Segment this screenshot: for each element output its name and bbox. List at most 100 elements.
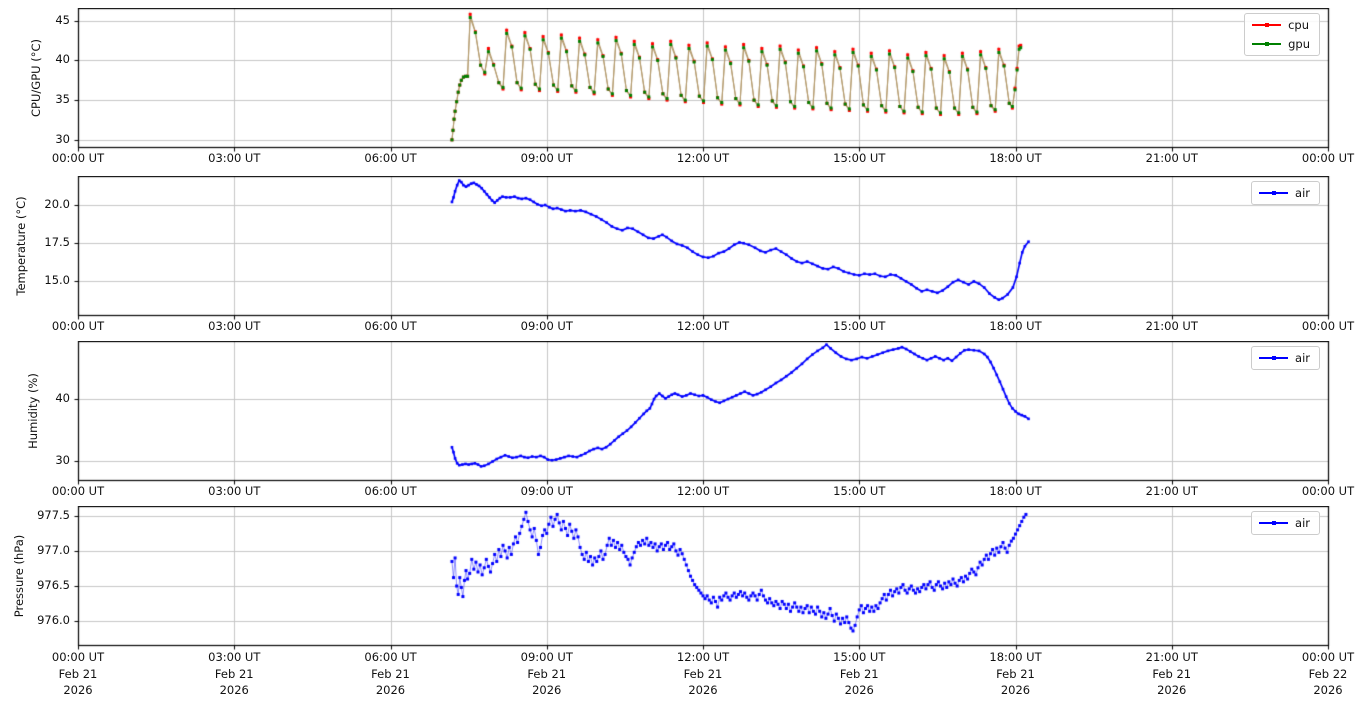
x-tick-label: 12:00 UT Feb 21 2026 bbox=[677, 649, 729, 699]
x-tick-label-line: Feb 22 bbox=[1308, 666, 1348, 681]
x-tick-label-line: 06:00 UT bbox=[364, 650, 417, 664]
x-tick-label-line: Feb 21 bbox=[683, 666, 723, 681]
legend-marker-swatch bbox=[1264, 41, 1269, 46]
x-tick-label: 18:00 UT bbox=[989, 319, 1042, 333]
pressure-y-tick-label: 976.0 bbox=[37, 613, 70, 628]
legend-label: air bbox=[1295, 186, 1310, 200]
x-tick-label-line: 09:00 UT bbox=[520, 650, 573, 664]
x-tick-label: 00:00 UT bbox=[51, 484, 105, 498]
x-tick-label: 15:00 UT bbox=[833, 151, 886, 165]
x-tick-label: 21:00 UT bbox=[1145, 151, 1198, 165]
x-tick-label: 15:00 UT Feb 21 2026 bbox=[833, 649, 885, 699]
x-tick-label-line: 2026 bbox=[1000, 683, 1031, 697]
x-tick-label-line: Feb 21 bbox=[996, 666, 1035, 681]
air-temperature-y-tick-label: 15.0 bbox=[44, 273, 70, 288]
legend-label: air bbox=[1295, 516, 1310, 530]
x-tick-label-line: Feb 21 bbox=[1152, 666, 1192, 681]
x-tick-label-line: 00:00 UT bbox=[1301, 650, 1355, 664]
x-tick-label-line: 2026 bbox=[63, 683, 93, 697]
x-tick-label: 06:00 UT Feb 21 2026 bbox=[364, 649, 416, 699]
air-temperature-plot-area bbox=[72, 176, 1334, 322]
x-tick-label-line: 2026 bbox=[688, 683, 718, 697]
x-tick-label-line: 2026 bbox=[1313, 683, 1343, 697]
x-tick-label: 09:00 UT Feb 21 2026 bbox=[521, 649, 573, 699]
humidity-plot-area bbox=[72, 341, 1334, 487]
x-tick-label-line: Feb 21 bbox=[527, 666, 567, 681]
air-temperature-y-tick-label: 20.0 bbox=[44, 197, 70, 212]
x-tick-label: 15:00 UT bbox=[833, 319, 886, 333]
x-tick-label: 18:00 UT bbox=[989, 484, 1042, 498]
x-tick-label: 00:00 UT Feb 21 2026 bbox=[52, 649, 104, 699]
x-tick-label: 06:00 UT bbox=[364, 484, 417, 498]
x-tick-label-line: Feb 21 bbox=[839, 666, 879, 681]
cpu-gpu-plot-area bbox=[72, 8, 1334, 154]
x-tick-label: 12:00 UT bbox=[676, 151, 730, 165]
cpu-gpu-y-tick-label: 45 bbox=[55, 12, 70, 27]
x-tick-label-line: 2026 bbox=[532, 683, 562, 697]
x-tick-label: 00:00 UT Feb 22 2026 bbox=[1302, 649, 1354, 699]
x-tick-label: 21:00 UT bbox=[1145, 484, 1198, 498]
cpu-gpu-y-tick-label: 35 bbox=[55, 92, 70, 107]
x-tick-label-line: Feb 21 bbox=[371, 666, 410, 681]
legend-marker-swatch bbox=[1271, 520, 1276, 525]
x-tick-label: 00:00 UT bbox=[1301, 484, 1355, 498]
pressure-y-axis-label: Pressure (hPa) bbox=[12, 534, 26, 617]
x-tick-label-line: 03:00 UT bbox=[208, 650, 261, 664]
x-tick-label-line: 2026 bbox=[219, 683, 249, 697]
x-tick-label: 18:00 UT Feb 21 2026 bbox=[989, 649, 1041, 699]
x-tick-label: 06:00 UT bbox=[364, 151, 417, 165]
x-tick-label: 06:00 UT bbox=[364, 319, 417, 333]
x-tick-label: 00:00 UT bbox=[51, 319, 105, 333]
legend-label: air bbox=[1295, 351, 1310, 365]
x-tick-label-line: Feb 21 bbox=[58, 666, 98, 681]
x-tick-label: 00:00 UT bbox=[51, 151, 105, 165]
x-tick-label: 15:00 UT bbox=[833, 484, 886, 498]
x-tick-label: 03:00 UT bbox=[208, 484, 261, 498]
legend-line-swatch bbox=[1259, 190, 1289, 195]
x-tick-label: 00:00 UT bbox=[1301, 151, 1355, 165]
air-temperature-y-axis-label: Temperature (°C) bbox=[14, 195, 28, 296]
x-tick-label: 03:00 UT bbox=[208, 319, 261, 333]
legend-item-air: air bbox=[1259, 186, 1310, 200]
x-tick-label-line: 2026 bbox=[1157, 683, 1187, 697]
cpu-gpu-y-tick-label: 40 bbox=[55, 52, 70, 67]
x-tick-label: 03:00 UT bbox=[208, 151, 261, 165]
legend-marker-swatch bbox=[1264, 22, 1269, 27]
cpu-gpu-legend: cpu gpu bbox=[1244, 13, 1320, 56]
pressure-legend: air bbox=[1251, 511, 1320, 535]
pressure-y-tick-label: 977.5 bbox=[37, 507, 70, 522]
legend-label: gpu bbox=[1288, 37, 1310, 51]
legend-line-swatch bbox=[1259, 355, 1289, 360]
x-tick-label-line: 12:00 UT bbox=[676, 650, 730, 664]
x-tick-label-line: 18:00 UT bbox=[989, 650, 1042, 664]
x-tick-label: 09:00 UT bbox=[520, 151, 573, 165]
x-tick-label: 09:00 UT bbox=[520, 484, 573, 498]
x-tick-label: 21:00 UT Feb 21 2026 bbox=[1146, 649, 1198, 699]
x-tick-label: 18:00 UT bbox=[989, 151, 1042, 165]
air-temperature-y-tick-label: 17.5 bbox=[44, 235, 70, 250]
x-tick-label: 12:00 UT bbox=[676, 319, 730, 333]
pressure-plot-area bbox=[72, 506, 1334, 652]
x-tick-label-line: 00:00 UT bbox=[51, 650, 105, 664]
cpu-gpu-y-tick-label: 30 bbox=[55, 131, 70, 146]
x-tick-label: 09:00 UT bbox=[520, 319, 573, 333]
humidity-legend: air bbox=[1251, 346, 1320, 370]
humidity-y-axis-label: Humidity (%) bbox=[26, 372, 40, 449]
cpu-gpu-y-axis-label: CPU/GPU (°C) bbox=[29, 38, 43, 117]
legend-line-swatch bbox=[1252, 22, 1282, 27]
x-tick-label-line: 21:00 UT bbox=[1145, 650, 1198, 664]
x-tick-label-line: 15:00 UT bbox=[833, 650, 886, 664]
x-tick-label: 12:00 UT bbox=[676, 484, 730, 498]
legend-item-air: air bbox=[1259, 351, 1310, 365]
x-tick-label-line: 2026 bbox=[844, 683, 874, 697]
legend-item-cpu: cpu bbox=[1252, 18, 1310, 32]
legend-item-gpu: gpu bbox=[1252, 37, 1310, 51]
legend-line-swatch bbox=[1252, 41, 1282, 46]
legend-item-air: air bbox=[1259, 516, 1310, 530]
air-temperature-legend: air bbox=[1251, 181, 1320, 205]
x-tick-label: 03:00 UT Feb 21 2026 bbox=[208, 649, 260, 699]
humidity-y-tick-label: 30 bbox=[55, 452, 70, 467]
x-tick-label-line: Feb 21 bbox=[214, 666, 254, 681]
legend-line-swatch bbox=[1259, 520, 1289, 525]
